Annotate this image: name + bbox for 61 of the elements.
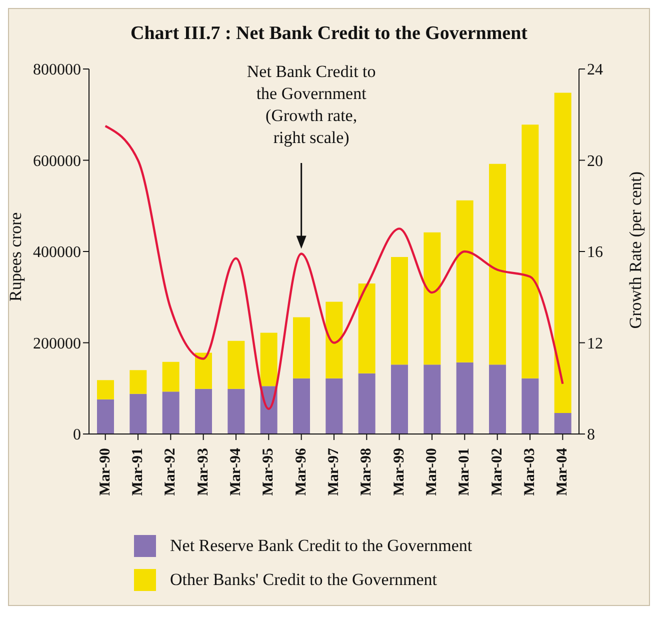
y2-tick-label: 8 <box>587 426 595 444</box>
chart-title: Chart III.7 : Net Bank Credit to the Government <box>129 22 529 46</box>
bar <box>130 394 147 434</box>
x-tick-label: Mar-02 <box>489 448 506 496</box>
bar <box>358 373 376 434</box>
x-tick-label: Mar-95 <box>260 448 277 496</box>
annotation: Net Bank Credit to the Government (Growth rate, right scale) <box>246 62 376 147</box>
legend-label: Net Reserve Bank Credit to the Government <box>170 536 472 556</box>
bar <box>195 388 212 434</box>
x-tick-label: Mar-04 <box>554 448 571 496</box>
bar <box>554 413 572 434</box>
x-tick-label: Mar-97 <box>326 448 342 496</box>
y2-tick-label: 16 <box>587 244 603 262</box>
bar <box>195 352 212 389</box>
y-tick-label: 0 <box>73 426 81 444</box>
bar <box>162 392 180 434</box>
bar <box>522 378 539 434</box>
bar <box>424 364 441 434</box>
x-tick-label: Mar-98 <box>358 448 375 496</box>
y2-tick-label: 20 <box>587 152 603 170</box>
x-tick-label: Mar-96 <box>293 448 310 496</box>
x-tick-label: Mar-92 <box>162 448 179 496</box>
x-tick-label: Mar-90 <box>97 448 114 496</box>
y-tick-label: 200000 <box>33 335 81 352</box>
y2-tick-label: 24 <box>587 62 603 79</box>
x-tick-label: Mar-00 <box>424 448 440 496</box>
bar <box>326 378 343 434</box>
bar <box>391 364 408 434</box>
bar <box>228 340 245 389</box>
bar <box>358 283 376 374</box>
bar <box>391 256 408 365</box>
x-tick-label: Mar-99 <box>391 448 408 496</box>
bar <box>456 362 474 434</box>
bar <box>326 302 343 378</box>
bar <box>130 370 147 394</box>
bar <box>554 92 572 414</box>
legend-label: Other Banks' Credit to the Government <box>170 570 437 590</box>
bar <box>97 380 114 400</box>
bar <box>293 317 310 378</box>
line-series <box>104 124 564 410</box>
x-tick-label: Mar-94 <box>228 448 244 496</box>
bar <box>489 164 506 365</box>
bar <box>228 388 245 434</box>
y2-axis-title: Growth Rate (per cent) <box>626 172 646 329</box>
y-tick-label: 600000 <box>33 152 81 170</box>
bar <box>489 364 506 434</box>
bar <box>162 362 180 392</box>
bar <box>293 378 310 434</box>
x-tick-label: Mar-91 <box>130 448 146 496</box>
bar <box>522 124 539 378</box>
y2-tick-label: 12 <box>587 335 603 352</box>
bar <box>456 200 474 362</box>
y-tick-label: 800000 <box>33 62 81 79</box>
bar <box>260 332 278 386</box>
x-tick-label: Mar-93 <box>195 448 212 496</box>
bar <box>424 232 441 365</box>
bar <box>97 399 114 434</box>
y-axis-title: Rupees crore <box>6 212 26 302</box>
y-tick-label: 400000 <box>33 244 81 262</box>
x-tick-label: Mar-03 <box>522 448 538 496</box>
x-tick-label: Mar-01 <box>456 448 473 496</box>
